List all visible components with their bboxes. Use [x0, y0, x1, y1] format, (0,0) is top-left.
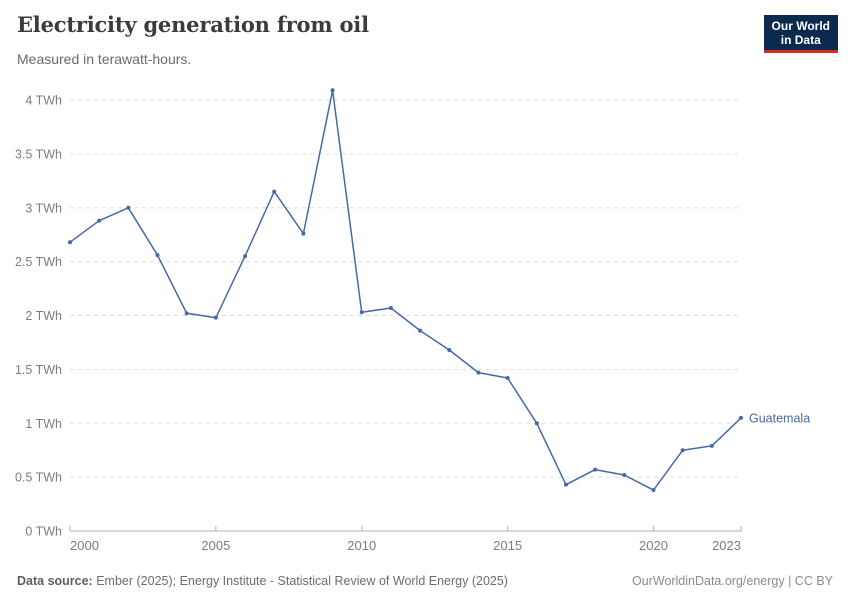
x-tick-label-2015: 2015 [493, 538, 522, 553]
data-point-2009[interactable] [330, 88, 335, 93]
credit-link[interactable]: OurWorldinData.org/energy | CC BY [631, 574, 833, 588]
data-point-2020[interactable] [651, 488, 656, 493]
data-point-2012[interactable] [418, 328, 423, 333]
data-point-2014[interactable] [476, 370, 481, 375]
data-point-2005[interactable] [213, 315, 218, 320]
data-point-2001[interactable] [97, 218, 102, 223]
data-point-2023[interactable] [739, 415, 743, 420]
page-title: Electricity generation from oil [17, 12, 369, 37]
y-tick-label-1.5: 1.5 TWh [15, 363, 62, 377]
logo-line2: in Data [780, 33, 821, 47]
data-point-2022[interactable] [709, 443, 714, 448]
data-point-2016[interactable] [534, 421, 539, 426]
data-point-2015[interactable] [505, 375, 510, 380]
data-point-2019[interactable] [622, 472, 627, 477]
x-tick-label-2000: 2000 [70, 538, 99, 553]
y-tick-label-2.5: 2.5 TWh [15, 255, 62, 269]
chart-subtitle: Measured in terawatt-hours. [17, 51, 192, 67]
data-source-label: Data source: [17, 574, 93, 588]
data-source: Data source: Ember (2025); Energy Instit… [17, 574, 508, 588]
logo-line1: Our World [771, 19, 830, 33]
data-point-2013[interactable] [447, 347, 452, 352]
data-point-2021[interactable] [680, 448, 685, 453]
series-label-guatemala[interactable]: Guatemala [749, 411, 810, 425]
data-point-2004[interactable] [184, 311, 189, 316]
y-tick-label-1: 1 TWh [25, 417, 62, 431]
data-point-2002[interactable] [126, 205, 131, 210]
y-tick-label-4: 4 TWh [25, 94, 62, 108]
data-point-2011[interactable] [388, 305, 393, 310]
y-tick-label-2: 2 TWh [25, 309, 62, 323]
data-point-2018[interactable] [593, 467, 598, 472]
data-point-2017[interactable] [563, 482, 568, 487]
data-point-2000[interactable] [68, 240, 72, 245]
x-tick-label-2020: 2020 [639, 538, 668, 553]
data-point-2010[interactable] [359, 310, 364, 315]
x-tick-label-2005: 2005 [201, 538, 230, 553]
y-tick-label-3.5: 3.5 TWh [15, 147, 62, 161]
data-point-2008[interactable] [301, 231, 306, 236]
y-tick-label-3: 3 TWh [25, 201, 62, 215]
y-tick-label-0: 0 TWh [25, 525, 62, 539]
owid-logo[interactable]: Our World in Data [763, 15, 838, 53]
data-point-2006[interactable] [243, 254, 248, 259]
series-line-guatemala[interactable] [69, 89, 742, 491]
data-point-2007[interactable] [272, 189, 277, 194]
data-point-2003[interactable] [155, 253, 160, 258]
chart-footer: Data source: Ember (2025); Energy Instit… [17, 574, 833, 588]
x-tick-label-2010: 2010 [347, 538, 376, 553]
data-source-text: Ember (2025); Energy Institute - Statist… [96, 574, 508, 588]
x-tick-label-2023: 2023 [712, 538, 741, 553]
y-tick-label-0.5: 0.5 TWh [15, 471, 62, 485]
